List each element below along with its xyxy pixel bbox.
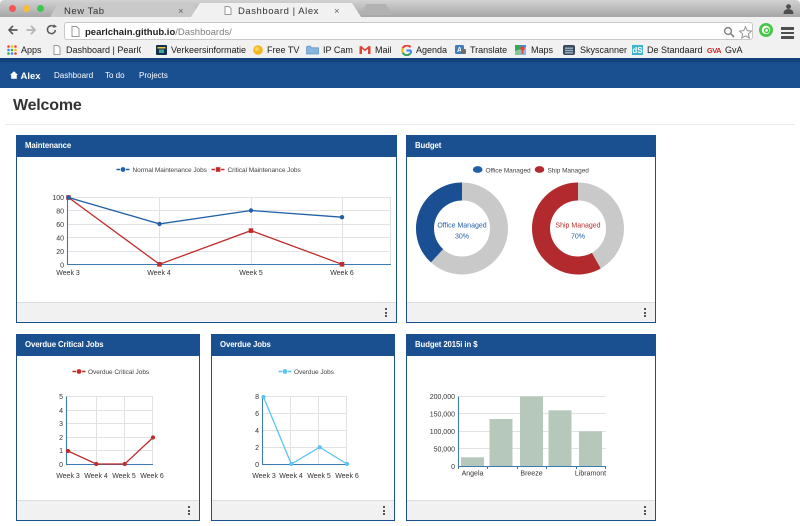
svg-text:4: 4 — [255, 428, 259, 435]
svg-text:Week 4: Week 4 — [147, 270, 171, 277]
svg-text:Normal Maintenance Jobs: Normal Maintenance Jobs — [133, 167, 208, 174]
svg-text:Ship Managed: Ship Managed — [555, 223, 600, 230]
svg-text:Week 4: Week 4 — [279, 473, 303, 480]
svg-text:Office Managed: Office Managed — [437, 223, 486, 230]
svg-text:Week 3: Week 3 — [56, 270, 80, 277]
svg-text:0: 0 — [255, 462, 259, 469]
svg-text:0: 0 — [59, 462, 63, 469]
svg-text:Overdue Jobs: Overdue Jobs — [294, 369, 335, 376]
svg-text:Libramont: Libramont — [575, 471, 606, 478]
svg-text:0: 0 — [451, 464, 455, 471]
svg-text:Week 4: Week 4 — [84, 473, 108, 480]
svg-text:Week 3: Week 3 — [56, 473, 80, 480]
svg-text:200,000: 200,000 — [430, 394, 455, 401]
svg-text:2: 2 — [59, 435, 63, 442]
svg-text:Angela: Angela — [462, 471, 484, 478]
svg-text:Week 5: Week 5 — [307, 473, 331, 480]
svg-text:100,000: 100,000 — [430, 429, 455, 436]
svg-text:Critical Maintenance Jobs: Critical Maintenance Jobs — [228, 167, 302, 174]
svg-text:Week 5: Week 5 — [239, 270, 263, 277]
svg-text:40: 40 — [56, 236, 64, 243]
svg-text:30%: 30% — [455, 234, 469, 241]
svg-text:Week 6: Week 6 — [140, 473, 164, 480]
svg-text:100: 100 — [52, 195, 64, 202]
svg-text:0: 0 — [60, 263, 64, 270]
svg-text:2: 2 — [255, 445, 259, 452]
svg-text:50,000: 50,000 — [434, 447, 456, 454]
svg-text:A: A — [457, 47, 462, 54]
svg-text:4: 4 — [59, 408, 63, 415]
svg-text:Week 3: Week 3 — [252, 473, 276, 480]
svg-text:1: 1 — [59, 448, 63, 455]
svg-text:dS: dS — [632, 46, 643, 55]
svg-text:Week 6: Week 6 — [335, 473, 359, 480]
svg-text:20: 20 — [56, 249, 64, 256]
svg-text:8: 8 — [255, 394, 259, 401]
svg-text:60: 60 — [56, 222, 64, 229]
svg-text:Overdue Critical Jobs: Overdue Critical Jobs — [88, 369, 150, 376]
svg-text:5: 5 — [59, 394, 63, 401]
svg-text:80: 80 — [56, 209, 64, 216]
svg-text:150,000: 150,000 — [430, 412, 455, 419]
svg-text:3: 3 — [59, 421, 63, 428]
svg-text:6: 6 — [255, 411, 259, 418]
svg-text:Week 6: Week 6 — [330, 270, 354, 277]
svg-text:Office Managed: Office Managed — [486, 168, 532, 175]
svg-text:Week 5: Week 5 — [112, 473, 136, 480]
svg-text:70%: 70% — [571, 234, 585, 241]
svg-text:Breeze: Breeze — [520, 471, 542, 478]
svg-text:GVA: GVA — [707, 46, 721, 55]
svg-text:Ship Managed: Ship Managed — [548, 168, 590, 175]
